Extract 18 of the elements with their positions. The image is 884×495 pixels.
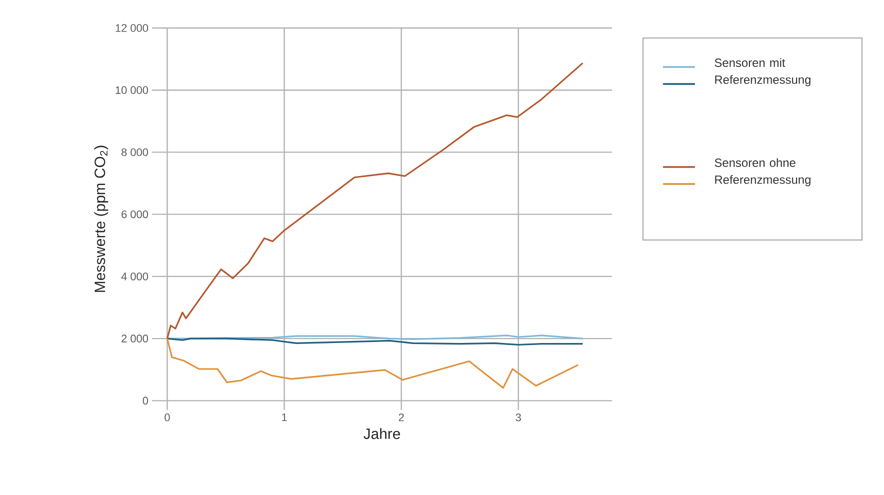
legend-label: Sensoren mit Referenzmessung	[714, 58, 810, 86]
x-tick-label: 3	[516, 414, 521, 422]
y-tick-label: 0	[142, 396, 148, 405]
line-series	[166, 62, 584, 340]
x-axis-title: Jahre	[364, 428, 400, 440]
line-series	[166, 338, 584, 346]
legend-label: Sensoren ohne Referenzmessung	[714, 158, 810, 186]
line-series	[166, 338, 579, 389]
y-tick-label: 2 000	[122, 334, 148, 342]
y-tick-label: 12 000	[116, 24, 148, 32]
y-tick-label: 6 000	[122, 210, 148, 218]
y-tick-label: 4 000	[121, 272, 148, 280]
y-tick-label: 10 000	[116, 86, 148, 94]
x-tick-label: 2	[398, 414, 404, 422]
x-tick-label: 1	[282, 414, 287, 422]
x-tick-label: 0	[164, 414, 170, 422]
y-axis-title: Messwerte (ppm CO$_{2}$)	[94, 146, 108, 292]
y-tick-label: 8 000	[122, 148, 148, 156]
